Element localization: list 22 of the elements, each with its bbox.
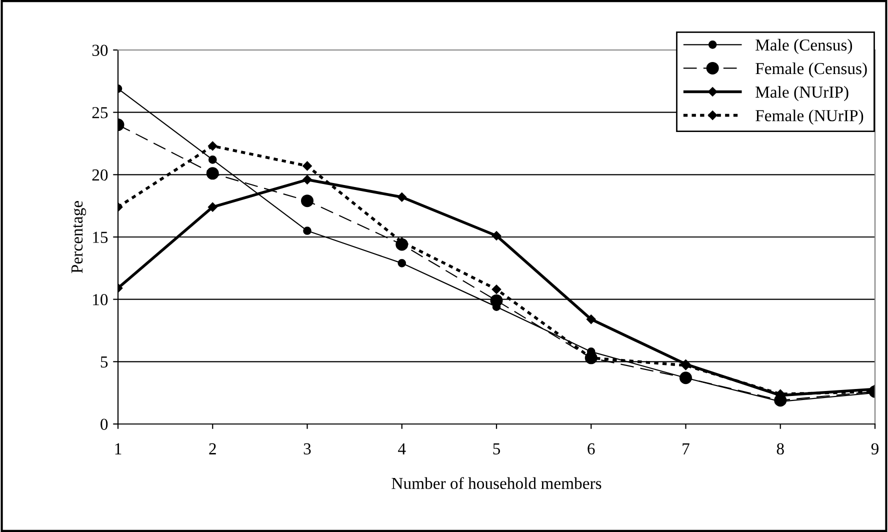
x-tick-label: 8 bbox=[776, 443, 784, 454]
y-tick-label: 15 bbox=[93, 232, 108, 243]
x-tick-label: 2 bbox=[209, 443, 216, 454]
y-axis-title: Percentage bbox=[72, 201, 86, 274]
y-tick-label: 20 bbox=[92, 169, 108, 181]
x-tick-label: 5 bbox=[493, 443, 500, 454]
x-tick-label: 4 bbox=[398, 443, 406, 454]
x-tick-label: 1 bbox=[115, 443, 122, 454]
x-tick-label: 7 bbox=[682, 443, 690, 454]
y-tick-label: 10 bbox=[93, 294, 108, 306]
legend-label: Male (Census) bbox=[756, 38, 852, 54]
x-tick-label: 3 bbox=[304, 443, 311, 454]
y-tick-label: 25 bbox=[92, 107, 108, 118]
x-tick-label: 6 bbox=[588, 443, 595, 454]
y-tick-label: 5 bbox=[100, 356, 108, 368]
x-tick-label: 9 bbox=[871, 443, 878, 454]
y-tick-label: 30 bbox=[92, 44, 108, 56]
legend-label: Male (NUrIP) bbox=[756, 86, 848, 102]
x-axis-title: Number of household members bbox=[392, 477, 602, 490]
legend-label: Female (NUrIP) bbox=[756, 110, 864, 125]
y-tick-label: 0 bbox=[100, 418, 108, 430]
legend-label: Female (Census) bbox=[756, 62, 867, 78]
